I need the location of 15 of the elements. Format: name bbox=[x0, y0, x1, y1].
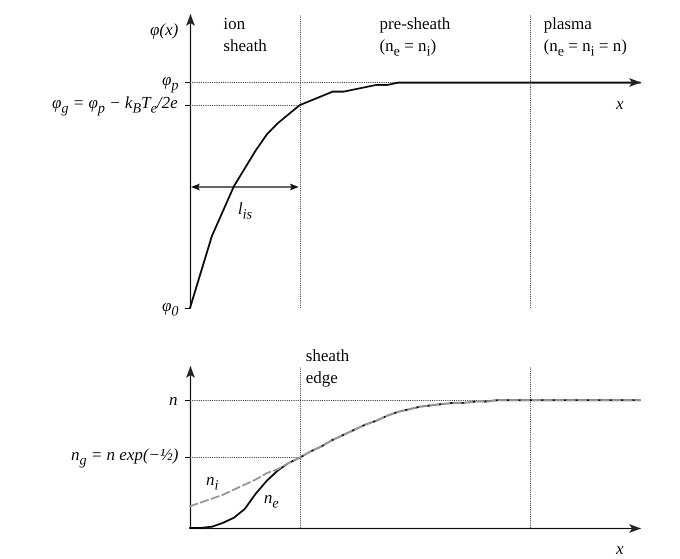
annotation: l$_{is}$ bbox=[238, 198, 252, 225]
series-label: n$_{i}$ bbox=[206, 469, 218, 496]
y-axis-title: φ(x) bbox=[150, 19, 178, 41]
text: φ$_{g}$ = φ$_{p}$ − k$_{B}$T$_{e}$/2e bbox=[52, 92, 178, 116]
x-axis-title: x bbox=[616, 92, 624, 115]
x-axis-title: x bbox=[616, 538, 624, 559]
text: sheath edge bbox=[306, 345, 350, 389]
ref-line-label: φ$_{0}$ bbox=[162, 294, 178, 321]
ref-line-label: φ$_{p}$ bbox=[162, 70, 178, 94]
text: plasma (n$_{e}$ = n$_{i}$ = n) bbox=[544, 13, 627, 62]
text: pre-sheath (n$_{e}$ = n$_{i}$) bbox=[380, 13, 450, 62]
ref-line-label: n bbox=[169, 389, 178, 412]
series-label: n$_{e}$ bbox=[264, 487, 279, 514]
text: ion sheath bbox=[223, 13, 267, 57]
ref-line-label: n$_{g}$ = n exp(−½) bbox=[71, 444, 178, 471]
